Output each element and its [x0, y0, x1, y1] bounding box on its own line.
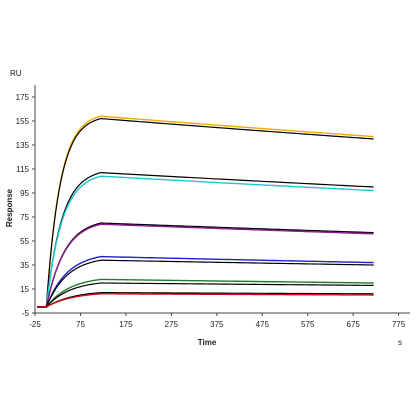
x-tick-label: 175: [119, 320, 133, 329]
axes: -5 15 35 55 75 95 115 135 155 175 -25 75 175 275 375 47…: [16, 85, 410, 329]
series-line-3: [37, 175, 374, 308]
series-line-8: [37, 278, 374, 308]
x-unit-label: s: [398, 338, 402, 347]
y-tick-label: 75: [20, 213, 29, 222]
x-tick-label: 575: [301, 320, 315, 329]
y-tick-label: 155: [16, 117, 30, 126]
y-tick-label: 115: [16, 165, 29, 174]
x-tick-label: 375: [210, 320, 224, 329]
x-tick-label: 775: [392, 320, 406, 329]
y-tick-label: -5: [22, 309, 30, 318]
series-layer: [37, 115, 374, 308]
x-tick-label: 275: [165, 320, 179, 329]
y-axis-title: Response: [5, 188, 14, 227]
series-line-6: [37, 255, 374, 308]
y-tick-label: 135: [16, 141, 30, 150]
y-tick-label: 55: [20, 237, 29, 246]
series-line-1: [37, 117, 374, 308]
series-line-9: [37, 282, 374, 308]
series-line-11: [37, 293, 374, 308]
y-tick-label: 15: [20, 285, 29, 294]
x-tick-label: 475: [256, 320, 270, 329]
series-line-0: [37, 115, 374, 308]
y-unit-label: RU: [10, 69, 22, 78]
series-line-7: [37, 259, 374, 308]
y-tick-label: 175: [16, 93, 30, 102]
series-line-2: [37, 171, 374, 308]
y-tick-label: 95: [20, 189, 29, 198]
x-axis-title: Time: [198, 338, 217, 347]
x-tick-label: 675: [347, 320, 361, 329]
x-tick-label: 75: [76, 320, 85, 329]
y-tick-label: 35: [20, 261, 29, 270]
series-line-5: [37, 223, 374, 308]
x-tick-label: -25: [29, 320, 41, 329]
